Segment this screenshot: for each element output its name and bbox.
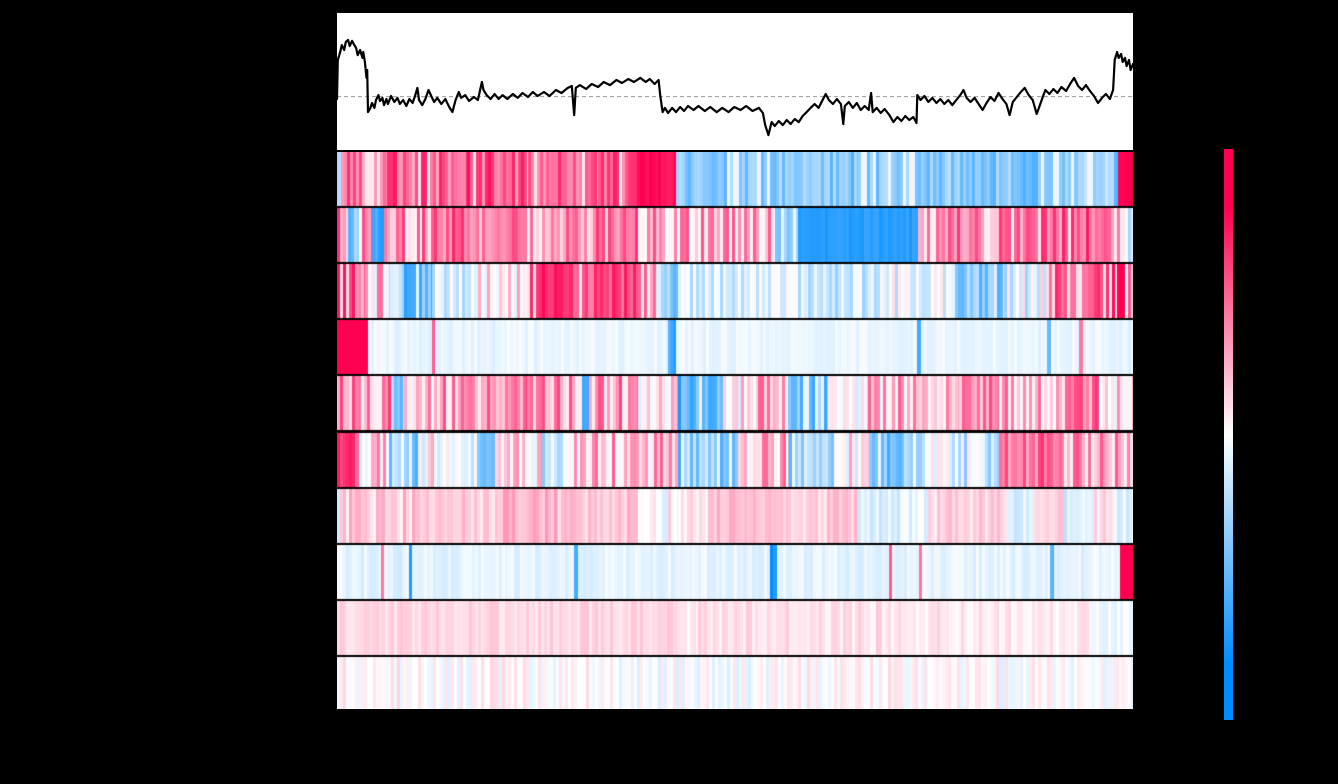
line-chart-panel — [337, 13, 1133, 150]
colorbar — [1224, 149, 1233, 720]
heatmap — [337, 152, 1133, 709]
line-series — [337, 38, 1133, 137]
line-chart — [337, 38, 1133, 137]
